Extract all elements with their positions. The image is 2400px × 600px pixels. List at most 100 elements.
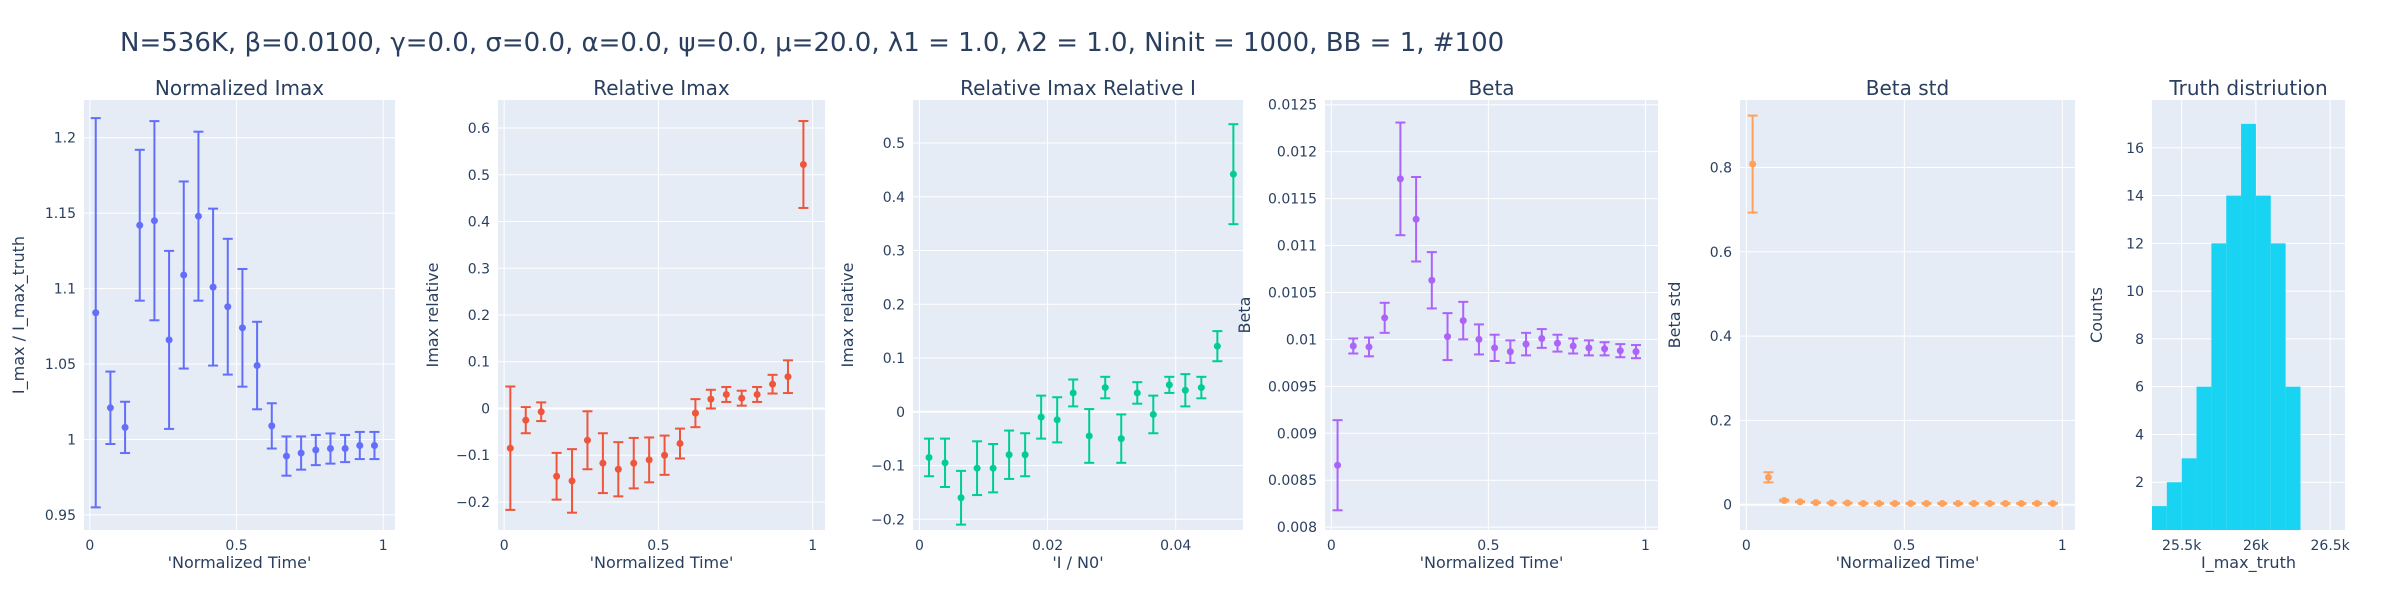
marker — [769, 381, 776, 388]
marker — [1986, 500, 1993, 507]
marker — [1134, 389, 1141, 396]
marker — [1860, 500, 1867, 507]
y-tick-label: 0.1 — [883, 351, 905, 367]
marker — [1523, 341, 1530, 348]
marker — [1460, 317, 1467, 324]
y-tick-label: −0.2 — [871, 512, 905, 528]
marker — [1022, 451, 1029, 458]
subplot-title: Beta std — [1866, 76, 1949, 100]
y-axis-label: Imax relative — [838, 262, 857, 367]
marker — [754, 391, 761, 398]
marker — [224, 303, 231, 310]
y-tick-label: 0.4 — [468, 215, 490, 231]
marker — [1891, 500, 1898, 507]
marker — [371, 442, 378, 449]
marker — [327, 445, 334, 452]
y-tick-label: 14 — [2126, 189, 2144, 205]
marker — [1876, 500, 1883, 507]
marker — [630, 460, 637, 467]
marker — [926, 454, 933, 461]
subplot-title: Normalized Imax — [155, 76, 324, 100]
y-tick-label: 0.3 — [468, 261, 490, 277]
marker — [1570, 342, 1577, 349]
subplot-relative-imax: −0.2−0.100.10.20.30.40.50.60 0.5 1Relative… — [423, 76, 825, 572]
marker — [2018, 500, 2025, 507]
x-tick-label: 26.5k — [2311, 538, 2351, 554]
subplots-container: 0.95 1 1.05 1.1 1.15 1.2 0 0.5 1 Normalized Imax '… — [9, 76, 2351, 573]
y-tick-label: 0.4 — [883, 190, 905, 206]
marker — [254, 362, 261, 369]
marker — [661, 452, 668, 459]
x-axis-label: 'I / N0' — [1052, 553, 1103, 572]
x-tick-label: 0.5 — [1893, 538, 1915, 554]
marker — [1633, 348, 1640, 355]
marker — [738, 395, 745, 402]
y-tick-label: 0.012 — [1277, 145, 1317, 161]
y-tick-label: 1 — [67, 432, 76, 448]
y-tick-label: 0 — [896, 405, 905, 421]
y-tick-label: 1.15 — [45, 206, 76, 222]
histogram-bar — [2211, 243, 2226, 530]
x-tick-label: 26k — [2243, 538, 2270, 554]
marker — [1428, 277, 1435, 284]
y-tick-label: 0.2 — [468, 308, 490, 324]
y-tick-label: 0.3 — [883, 244, 905, 260]
marker — [268, 422, 275, 429]
marker — [507, 445, 514, 452]
subplot-truth-distriution: 24681012141625.5k 26k 26.5kTruth distriuti… — [2087, 76, 2351, 573]
marker — [677, 440, 684, 447]
marker — [1538, 335, 1545, 342]
marker — [1939, 500, 1946, 507]
marker — [1198, 384, 1205, 391]
marker — [1475, 336, 1482, 343]
y-tick-label: 0.0125 — [1268, 98, 1317, 114]
subplot-relative-imax-relative-i: −0.2−0.100.10.20.30.40.50 0.02 0.04Relativ… — [838, 76, 1243, 572]
marker — [356, 442, 363, 449]
figure-title: N=536K, β=0.0100, γ=0.0, σ=0.0, α=0.0, ψ… — [120, 28, 1504, 58]
marker — [615, 466, 622, 473]
histogram-bar — [2256, 196, 2271, 530]
marker — [1006, 451, 1013, 458]
marker — [1955, 500, 1962, 507]
marker — [1413, 216, 1420, 223]
marker — [1230, 171, 1237, 178]
marker — [1054, 416, 1061, 423]
marker — [1350, 342, 1357, 349]
y-axis-label: I_max / I_max_truth — [9, 236, 29, 394]
x-tick-label: 0 — [85, 538, 94, 554]
y-tick-label: 0.008 — [1277, 520, 1317, 536]
marker — [166, 336, 173, 343]
y-tick-label: 0.009 — [1277, 426, 1317, 442]
plot-area — [1325, 100, 1658, 530]
marker — [1038, 414, 1045, 421]
x-axis-label: 'Normalized Time' — [1420, 553, 1564, 572]
x-axis-label: 'Normalized Time' — [1836, 553, 1980, 572]
marker — [239, 324, 246, 331]
marker — [1749, 161, 1756, 168]
subplot-title: Truth distriution — [2168, 76, 2327, 100]
y-tick-label: 0.6 — [1710, 245, 1732, 261]
y-tick-label: 0.5 — [883, 136, 905, 152]
marker — [1166, 381, 1173, 388]
histogram-bar — [2226, 196, 2241, 530]
marker — [1765, 474, 1772, 481]
y-tick-label: −0.2 — [456, 495, 490, 511]
x-tick-label: 1 — [1641, 538, 1650, 554]
marker — [2034, 500, 2041, 507]
marker — [1781, 497, 1788, 504]
marker — [569, 477, 576, 484]
y-tick-label: 1.05 — [45, 357, 76, 373]
marker — [646, 456, 653, 463]
marker — [723, 391, 730, 398]
y-tick-label: −0.1 — [871, 459, 905, 475]
marker — [2002, 500, 2009, 507]
histogram-bar — [2286, 387, 2301, 530]
subplot-beta-std: 00.20.40.60.80 0.5 1Beta std'Normalized Ti… — [1665, 76, 2075, 572]
x-tick-label: 1 — [808, 538, 817, 554]
marker — [800, 161, 807, 168]
marker — [312, 447, 319, 454]
marker — [210, 284, 217, 291]
y-tick-label: 2 — [2135, 475, 2144, 491]
y-axis-label: Beta std — [1665, 282, 1684, 349]
y-axis-label: Counts — [2087, 287, 2106, 343]
